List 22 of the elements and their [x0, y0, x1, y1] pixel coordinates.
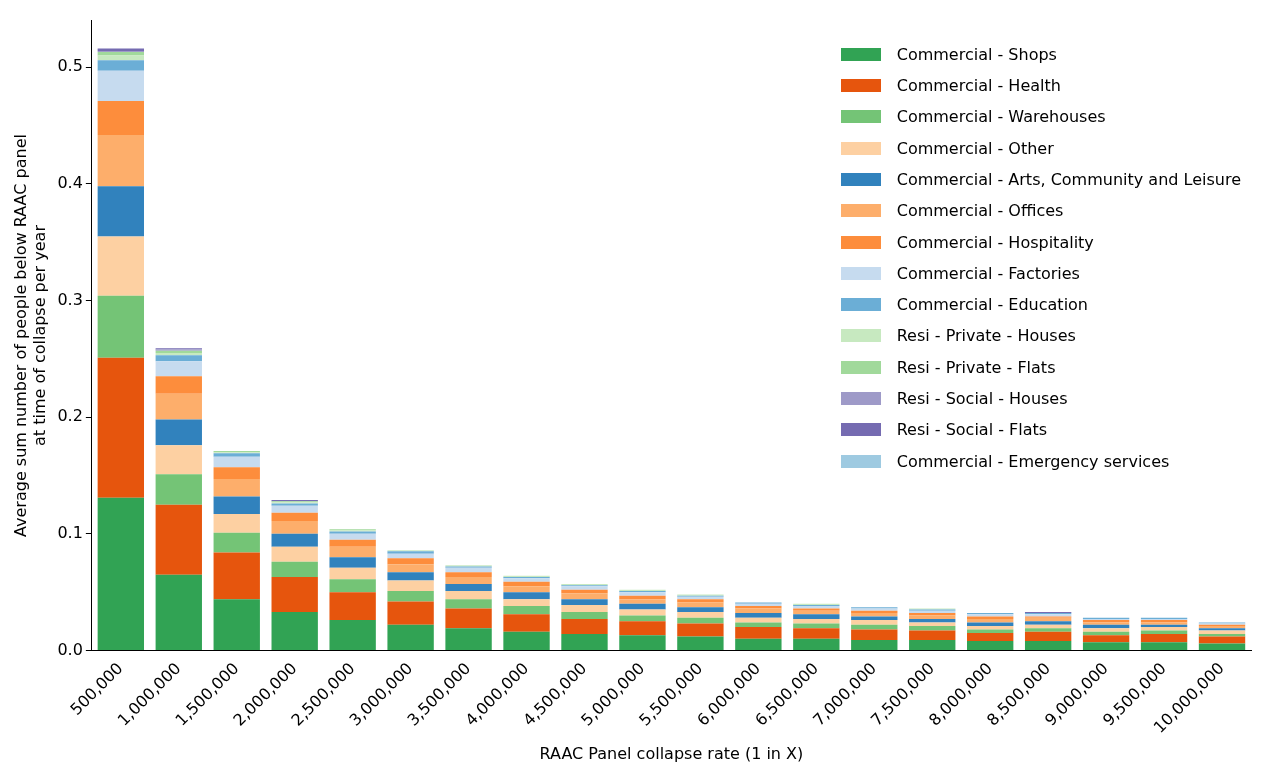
y-tick-label: 0.1 [57, 522, 83, 542]
legend-label: Commercial - Arts, Community and Leisure [896, 169, 1241, 189]
legend-label: Commercial - Hospitality [896, 232, 1094, 252]
legend-label: Commercial - Emergency services [896, 451, 1170, 471]
y-tick-label: 0.5 [57, 56, 83, 76]
legend-label: Resi - Social - Houses [896, 389, 1068, 408]
legend-label: Commercial - Factories [896, 263, 1080, 283]
legend-label: Commercial - Other [896, 138, 1054, 158]
legend-label: Resi - Social - Flats [896, 420, 1048, 440]
legend-label: Commercial - Health [896, 76, 1061, 96]
legend-label: Commercial - Warehouses [896, 107, 1106, 127]
y-tick-label: 0.0 [57, 639, 83, 659]
legend-label: Commercial - Education [896, 295, 1088, 315]
y-tick-label: 0.3 [57, 289, 83, 309]
legend-label: Commercial - Offices [896, 201, 1064, 221]
y-axis-title: Average sum number of people below RAAC panel at time of collapse per year [10, 134, 49, 537]
legend-label: Resi - Private - Houses [896, 326, 1076, 346]
x-axis-title: RAAC Panel collapse rate (1 in X) [539, 743, 804, 763]
legend-label: Resi - Private - Flats [896, 357, 1056, 377]
y-tick-label: 0.2 [57, 406, 83, 426]
legend-label: Commercial - Shops [896, 44, 1057, 64]
y-tick-label: 0.4 [57, 173, 83, 193]
